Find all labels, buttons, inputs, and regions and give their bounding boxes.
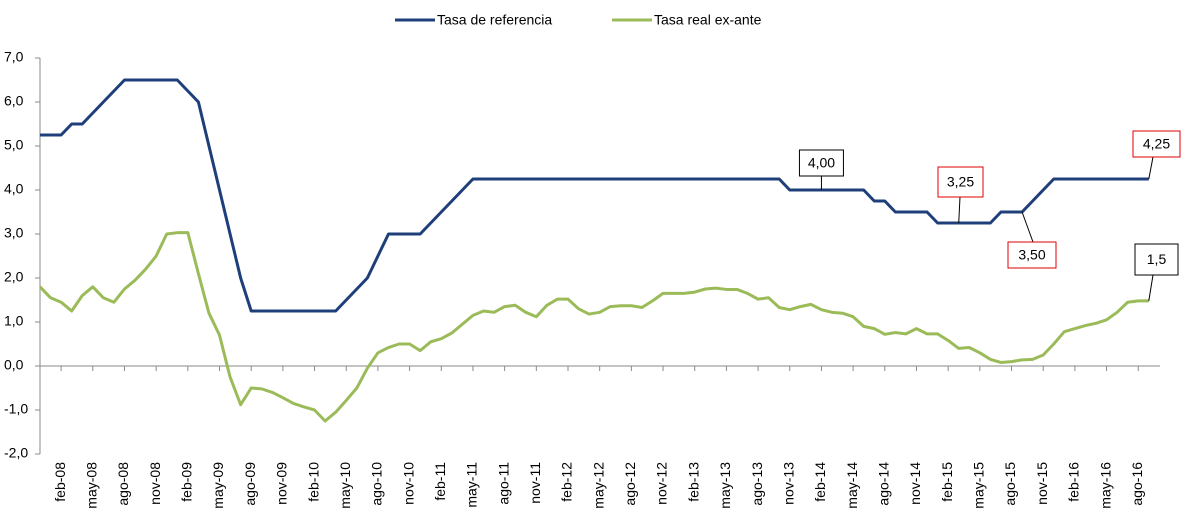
x-tick-label: feb-08 — [52, 462, 68, 502]
x-tick-label: ago-11 — [495, 462, 511, 505]
y-tick-label: 7,0 — [4, 49, 24, 65]
y-tick-label: 6,0 — [4, 93, 24, 109]
x-tick-label: may-14 — [844, 462, 860, 509]
x-tick-label: may-12 — [590, 462, 606, 509]
legend-label: Tasa real ex-ante — [654, 12, 762, 28]
x-tick-label: ago-15 — [1002, 462, 1018, 506]
x-tick-label: may-15 — [971, 462, 987, 509]
x-tick-label: feb-16 — [1066, 462, 1082, 502]
series-line — [40, 78, 1149, 313]
label-box — [798, 149, 844, 177]
data-label: 4,00 — [808, 155, 835, 171]
label-box — [1132, 130, 1181, 158]
x-tick-label: nov-14 — [907, 462, 923, 505]
data-label: 3,25 — [947, 174, 974, 190]
data-label: 3,50 — [1018, 247, 1045, 263]
x-tick-label: ago-09 — [242, 462, 258, 506]
y-tick-label: 1,0 — [4, 313, 24, 329]
x-tick-label: ago-14 — [876, 462, 892, 506]
x-tick-label: nov-13 — [780, 462, 796, 505]
x-tick-label: ago-12 — [622, 462, 638, 506]
x-tick-label: ago-13 — [749, 462, 765, 506]
series-line — [38, 231, 1149, 423]
label-box — [937, 166, 984, 198]
x-tick-label: feb-13 — [685, 462, 701, 502]
x-tick-label: ago-08 — [115, 462, 131, 506]
x-tick-label: nov-11 — [527, 462, 543, 504]
x-tick-label: feb-14 — [812, 462, 828, 502]
label-leader — [1021, 211, 1034, 243]
x-tick-label: nov-12 — [654, 462, 670, 505]
x-tick-label: feb-11 — [432, 462, 448, 501]
x-tick-label: may-10 — [337, 462, 353, 509]
y-tick-label: 4,0 — [4, 181, 24, 197]
x-tick-label: ago-10 — [369, 462, 385, 506]
y-tick-label: 2,0 — [4, 269, 24, 285]
data-label: 4,25 — [1143, 136, 1170, 152]
data-label: 1,5 — [1147, 251, 1167, 267]
x-tick-label: feb-15 — [939, 462, 955, 502]
y-tick-label: 5,0 — [4, 137, 24, 153]
y-tick-label: -2,0 — [4, 445, 28, 461]
x-tick-label: nov-10 — [400, 462, 416, 505]
x-tick-label: feb-09 — [179, 462, 195, 502]
label-leader — [958, 196, 961, 224]
y-tick-label: 0,0 — [4, 357, 24, 373]
legend-label: Tasa de referencia — [437, 12, 552, 28]
x-tick-label: may-08 — [84, 462, 100, 509]
label-leader — [1148, 156, 1154, 180]
label-box — [1007, 241, 1057, 269]
label-leader — [1148, 274, 1154, 301]
x-tick-label: may-11 — [464, 462, 480, 508]
y-tick-label: 3,0 — [4, 225, 24, 241]
y-tick-label: -1,0 — [4, 401, 28, 417]
label-box — [1134, 243, 1179, 276]
x-tick-label: may-16 — [1097, 462, 1113, 509]
x-tick-label: feb-10 — [305, 462, 321, 502]
x-tick-label: feb-12 — [559, 462, 575, 502]
x-tick-label: may-13 — [717, 462, 733, 509]
x-tick-label: nov-09 — [274, 462, 290, 505]
x-tick-label: may-09 — [210, 462, 226, 509]
x-tick-label: ago-16 — [1129, 462, 1145, 506]
x-tick-label: nov-15 — [1034, 462, 1050, 505]
x-tick-label: nov-08 — [147, 462, 163, 505]
